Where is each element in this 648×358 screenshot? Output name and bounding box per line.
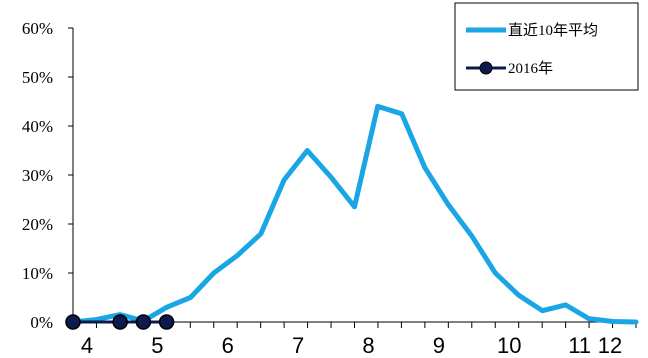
data-point-series-2: [65, 314, 81, 330]
legend-label-series-2: 2016年: [508, 60, 553, 77]
x-tick-label: 11: [568, 333, 591, 358]
y-tick-label: 0%: [30, 313, 53, 332]
legend-box: [454, 2, 639, 91]
x-tick-label: 9: [433, 333, 445, 358]
legend-label-series-1: 直近10年平均: [508, 22, 598, 39]
y-tick-label: 20%: [22, 215, 53, 234]
series-line-1: [70, 103, 639, 325]
x-axis-labels: 4 5 6 7 8 9 10 11 12: [81, 333, 622, 358]
x-tick-label: 6: [222, 333, 234, 358]
x-tick-label: 4: [81, 333, 93, 358]
x-tick-label: 12: [598, 333, 622, 358]
x-tick-label: 7: [292, 333, 304, 358]
x-tick-label: 5: [151, 333, 163, 358]
y-axis-labels: 0% 10% 20% 30% 40% 50% 60%: [22, 19, 53, 332]
legend-marker-series-2: [479, 61, 493, 75]
series-layer: [65, 103, 639, 330]
data-point-series-2: [158, 314, 175, 330]
y-tick-label: 60%: [22, 19, 53, 38]
data-point-series-2: [112, 314, 128, 330]
y-tick-label: 30%: [22, 166, 53, 185]
y-tick-label: 40%: [22, 117, 53, 136]
x-tick-label: 10: [497, 333, 521, 358]
data-point-series-2: [135, 314, 152, 330]
y-tick-label: 50%: [22, 68, 53, 87]
legend: 直近10年平均 2016年: [454, 2, 639, 91]
x-tick-label: 8: [362, 333, 374, 358]
y-tick-label: 10%: [22, 264, 53, 283]
